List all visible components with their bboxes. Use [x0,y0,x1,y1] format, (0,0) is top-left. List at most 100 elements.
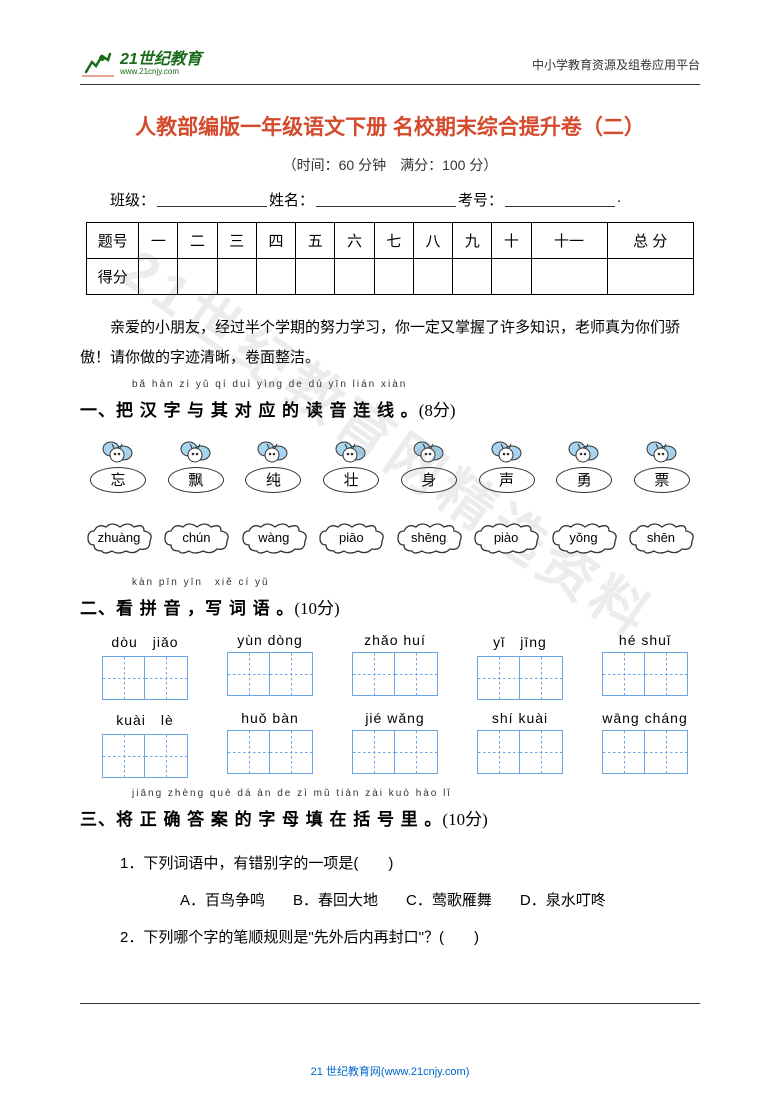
tianzige-grid[interactable] [102,734,188,778]
score-header-cell: 七 [374,223,413,259]
cloud-pinyin-label: yǒng [569,530,597,545]
cloud-pinyin-item: yǒng [549,521,619,555]
name-label: 姓名： [269,189,314,210]
page-header: 21世纪教育 www.21cnjy.com 中小学教育资源及组卷应用平台 [80,50,700,78]
tianzige-cell[interactable] [478,731,520,773]
write-pinyin: hé shuǐ [619,632,671,648]
tianzige-grid[interactable] [352,652,438,696]
bee-char-label: 身 [401,467,457,493]
tianzige-cell[interactable] [145,735,187,777]
section3-pinyin: jiāng zhèng què dá àn de zì mǔ tián zài … [132,788,700,799]
score-header-cell: 十一 [531,223,607,259]
score-header-cell: 八 [413,223,452,259]
write-pinyin: kuài lè [116,710,174,730]
tianzige-cell[interactable] [228,653,270,695]
id-label: 考号： [458,189,503,210]
tianzige-grid[interactable] [477,656,563,700]
score-blank-cell[interactable] [453,259,492,295]
score-header-cell: 四 [256,223,295,259]
tianzige-cell[interactable] [270,731,312,773]
cloud-pinyin-label: piāo [339,530,364,545]
score-blank-cell[interactable] [256,259,295,295]
score-header-cell: 五 [296,223,335,259]
score-blank-cell[interactable] [178,259,217,295]
score-header-cell: 九 [453,223,492,259]
q1-text: 1．下列词语中，有错别字的一项是( ) [120,850,700,877]
tianzige-grid[interactable] [102,656,188,700]
tianzige-cell[interactable] [603,731,645,773]
score-blank-cell[interactable] [139,259,178,295]
tianzige-cell[interactable] [395,731,437,773]
tianzige-grid[interactable] [227,730,313,774]
footer-divider [80,1003,700,1004]
intro-text: 亲爱的小朋友，经过半个学期的努力学习，你一定又掌握了许多知识，老师真为你们骄傲！… [80,313,700,373]
score-blank-cell[interactable] [531,259,607,295]
bee-char-label: 勇 [556,467,612,493]
score-blank-cell[interactable] [607,259,693,295]
write-row-2: kuài lèhuǒ bànjié wǎngshí kuàiwāng cháng [102,710,688,778]
tianzige-cell[interactable] [520,731,562,773]
bee-char-item: 身 [395,439,463,493]
write-item: kuài lè [102,710,188,778]
tianzige-cell[interactable] [353,731,395,773]
score-blank-cell[interactable] [335,259,374,295]
bee-char-item: 飘 [162,439,230,493]
bee-char-item: 票 [628,439,696,493]
score-header-cell: 十 [492,223,531,259]
cloud-pinyin-label: wàng [258,530,289,545]
tianzige-cell[interactable] [645,653,687,695]
student-info-line: 班级： 姓名： 考号： . [110,189,690,210]
write-pinyin: zhǎo huí [364,632,426,648]
write-item: hé shuǐ [602,632,688,700]
write-pinyin: jié wǎng [365,710,424,726]
bee-char-label: 纯 [245,467,301,493]
tianzige-cell[interactable] [145,657,187,699]
tianzige-cell[interactable] [478,657,520,699]
cloud-pinyin-item: shēng [394,521,464,555]
tianzige-cell[interactable] [645,731,687,773]
write-item: zhǎo huí [352,632,438,700]
score-header-cell: 六 [335,223,374,259]
tianzige-cell[interactable] [353,653,395,695]
tianzige-cell[interactable] [520,657,562,699]
score-table: 题号一二三四五六七八九十十一总 分 得分 [86,222,694,295]
write-pinyin: yùn dòng [237,632,303,648]
bee-row: 忘飘纯壮身声勇票 [84,439,696,493]
q1-options: A．百鸟争鸣B．春回大地C．莺歌雁舞D．泉水叮咚 [180,889,700,910]
bee-char-label: 票 [634,467,690,493]
bee-char-label: 声 [479,467,535,493]
section2-title: 二、看 拼 音 ，写 词 语 。(10分) [80,594,700,625]
write-pinyin: huǒ bàn [241,710,299,726]
tianzige-cell[interactable] [270,653,312,695]
tianzige-cell[interactable] [103,735,145,777]
write-item: dòu jiǎo [102,632,188,700]
cloud-pinyin-item: piào [471,521,541,555]
tianzige-grid[interactable] [477,730,563,774]
score-blank-cell[interactable] [413,259,452,295]
bee-char-item: 声 [473,439,541,493]
tianzige-cell[interactable] [103,657,145,699]
tianzige-grid[interactable] [602,652,688,696]
tianzige-cell[interactable] [603,653,645,695]
tianzige-cell[interactable] [395,653,437,695]
cloud-pinyin-label: chún [182,530,210,545]
name-blank[interactable] [316,189,456,207]
write-item: jié wǎng [352,710,438,778]
option-item: A．百鸟争鸣 [180,889,265,910]
write-item: yǐ jīng [477,632,563,700]
score-blank-cell[interactable] [296,259,335,295]
option-item: B．春回大地 [293,889,378,910]
tianzige-cell[interactable] [228,731,270,773]
write-pinyin: yǐ jīng [493,632,547,652]
tianzige-grid[interactable] [227,652,313,696]
id-blank[interactable] [505,189,615,207]
score-blank-cell[interactable] [217,259,256,295]
bee-char-label: 壮 [323,467,379,493]
cloud-pinyin-label: shēn [647,530,675,545]
tianzige-grid[interactable] [602,730,688,774]
score-blank-cell[interactable] [492,259,531,295]
class-blank[interactable] [157,189,267,207]
tianzige-grid[interactable] [352,730,438,774]
score-blank-cell[interactable] [374,259,413,295]
write-pinyin: wāng cháng [602,710,688,726]
